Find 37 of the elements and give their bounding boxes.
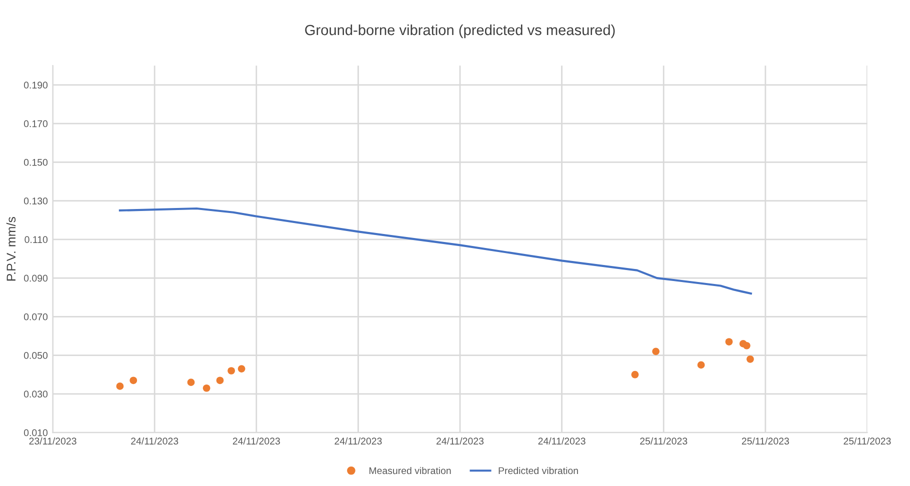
x-tick-label: 25/11/2023 bbox=[844, 437, 891, 445]
legend-label: Predicted vibration bbox=[498, 466, 578, 474]
y-tick-label: 0.010 bbox=[24, 429, 48, 436]
x-tick-label: 24/11/2023 bbox=[538, 437, 586, 445]
point bbox=[116, 382, 124, 390]
point bbox=[743, 342, 750, 350]
point bbox=[202, 384, 210, 392]
y-tick-label: 0.170 bbox=[24, 120, 48, 128]
point bbox=[238, 365, 246, 372]
legend-label: Measured vibration bbox=[369, 466, 451, 474]
x-tick-label: 24/11/2023 bbox=[131, 437, 178, 445]
x-tick-label: 24/11/2023 bbox=[334, 437, 382, 445]
y-tick-label: 0.050 bbox=[24, 352, 48, 359]
y-tick-label: 0.150 bbox=[24, 158, 48, 166]
point bbox=[746, 355, 754, 363]
point bbox=[652, 348, 660, 356]
x-tick-label: 24/11/2023 bbox=[232, 437, 280, 445]
chart-title: Ground-borne vibration (predicted vs measured) bbox=[305, 24, 615, 38]
y-tick-label: 0.130 bbox=[24, 198, 48, 204]
y-tick-label: 0.110 bbox=[24, 236, 48, 244]
point bbox=[130, 376, 138, 384]
y-tick-label: 0.090 bbox=[24, 274, 48, 282]
point bbox=[187, 378, 195, 386]
x-tick-label: 24/11/2023 bbox=[436, 437, 484, 445]
y-tick-label: 0.030 bbox=[24, 390, 48, 398]
point bbox=[216, 376, 224, 384]
x-tick-label: 25/11/2023 bbox=[742, 437, 789, 445]
point bbox=[631, 370, 639, 378]
point bbox=[725, 338, 733, 346]
point bbox=[697, 361, 705, 369]
x-tick-label: 25/11/2023 bbox=[640, 437, 688, 445]
y-axis-title: P.P.V. mm/s bbox=[6, 216, 16, 281]
x-tick-label: 23/11/2023 bbox=[29, 437, 76, 445]
y-tick-label: 0.190 bbox=[24, 82, 48, 89]
point bbox=[228, 367, 235, 374]
y-tick-label: 0.070 bbox=[24, 313, 48, 320]
line-series bbox=[118, 207, 752, 295]
